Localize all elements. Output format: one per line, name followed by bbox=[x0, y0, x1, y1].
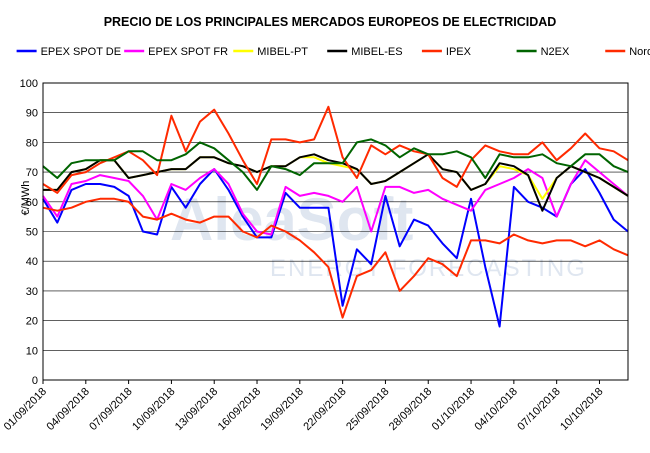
legend-label: EPEX SPOT FR bbox=[148, 46, 228, 58]
legend-item: MIBEL-PT bbox=[233, 46, 308, 58]
legend-label: N2EX bbox=[541, 46, 570, 58]
legend-label: EPEX SPOT DE bbox=[41, 46, 122, 58]
y-tick-label: 80 bbox=[26, 137, 38, 149]
y-axis-label: €/MWh bbox=[20, 181, 32, 216]
x-tick-label: 16/09/2018 bbox=[216, 386, 263, 433]
x-tick-label: 10/10/2018 bbox=[558, 386, 605, 433]
legend-item: NordPool bbox=[605, 46, 650, 58]
y-tick-label: 30 bbox=[26, 286, 38, 298]
series-line-epex-spot-fr bbox=[42, 159, 629, 236]
y-tick-label: 10 bbox=[26, 345, 38, 357]
y-tick-label: 20 bbox=[26, 316, 38, 328]
x-tick-label: 10/09/2018 bbox=[130, 386, 177, 433]
y-tick-label: 100 bbox=[20, 78, 38, 90]
y-tick-label: 60 bbox=[26, 197, 38, 209]
series-line-ipex bbox=[42, 105, 629, 194]
plot-frame bbox=[42, 82, 629, 381]
x-tick-label: 01/10/2018 bbox=[430, 386, 477, 433]
series-lines bbox=[42, 105, 629, 328]
x-tick-label: 07/09/2018 bbox=[87, 386, 134, 433]
y-tick-label: 0 bbox=[32, 375, 38, 387]
legend-item: IPEX bbox=[421, 46, 472, 58]
x-tick-label: 13/09/2018 bbox=[173, 386, 220, 433]
x-tick-label: 28/09/2018 bbox=[387, 386, 434, 433]
x-tick-label: 04/09/2018 bbox=[45, 386, 92, 433]
legend-label: MIBEL-PT bbox=[257, 46, 308, 58]
chart-title: PRECIO DE LOS PRINCIPALES MERCADOS EUROP… bbox=[104, 15, 557, 29]
x-tick-label: 22/09/2018 bbox=[301, 386, 348, 433]
x-axis: 01/09/201804/09/201807/09/201810/09/2018… bbox=[2, 380, 606, 433]
legend-item: MIBEL-ES bbox=[327, 46, 403, 58]
y-tick-label: 70 bbox=[26, 167, 38, 179]
legend-label: IPEX bbox=[446, 46, 472, 58]
watermark-brand: AleaSoft bbox=[170, 186, 413, 253]
x-tick-label: 04/10/2018 bbox=[473, 386, 520, 433]
series-line-mibel-es bbox=[43, 153, 629, 212]
y-tick-label: 50 bbox=[26, 227, 38, 239]
x-tick-label: 07/10/2018 bbox=[515, 386, 562, 433]
y-tick-label: 90 bbox=[26, 108, 38, 120]
series-line-nordpool bbox=[42, 197, 629, 319]
legend-item: N2EX bbox=[516, 46, 570, 58]
y-tick-label: 40 bbox=[26, 256, 38, 268]
legend-label: MIBEL-ES bbox=[351, 46, 402, 58]
x-tick-label: 19/09/2018 bbox=[259, 386, 306, 433]
legend: EPEX SPOT DE EPEX SPOT FR MIBEL-PT MIBEL-ES… bbox=[16, 46, 650, 58]
gridlines bbox=[43, 112, 628, 351]
legend-label: NordPool bbox=[629, 46, 650, 58]
legend-item: EPEX SPOT FR bbox=[124, 46, 228, 58]
series-line-epex-spot-de bbox=[42, 168, 629, 328]
x-tick-label: 25/09/2018 bbox=[344, 386, 391, 433]
x-tick-label: 01/09/2018 bbox=[2, 386, 49, 433]
series-line-n2ex bbox=[42, 138, 629, 191]
y-axis: 0 10 20 30 40 50 60 70 80 90 100 bbox=[20, 78, 38, 387]
legend-item: EPEX SPOT DE bbox=[16, 46, 122, 58]
